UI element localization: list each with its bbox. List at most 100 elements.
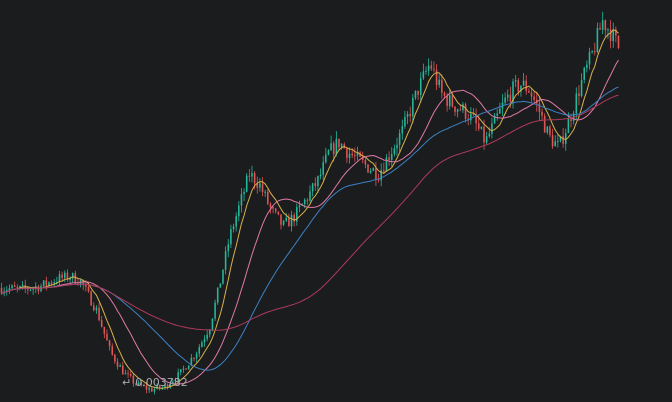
candle-body [367, 164, 369, 173]
candle-body [377, 179, 380, 181]
candle-body [562, 136, 564, 144]
candle-body [100, 320, 103, 327]
candle-body [198, 347, 201, 354]
candle-body [232, 226, 235, 230]
candle-body [425, 70, 427, 72]
candle-body [127, 373, 129, 375]
candle-body [143, 385, 145, 387]
candle-body [153, 388, 156, 392]
candle-body [615, 29, 617, 36]
candle-body [477, 123, 480, 129]
candle-body [546, 126, 549, 133]
candle-body [219, 283, 222, 288]
candle-body [166, 384, 169, 388]
candle-body [401, 126, 404, 134]
candle-body [361, 156, 364, 160]
candle-body [551, 135, 554, 147]
candle-body [282, 220, 285, 225]
candle-body [274, 208, 277, 212]
candle-body [446, 95, 448, 106]
candle-body [29, 289, 32, 291]
candle-body [472, 113, 475, 115]
candle-body [412, 98, 414, 117]
candle-body [372, 168, 375, 171]
candle-body [71, 273, 74, 279]
candle-body [330, 143, 332, 151]
candle-body [369, 170, 372, 173]
candle-body [293, 214, 295, 222]
candle-body [549, 126, 551, 136]
candle-body [108, 340, 111, 347]
candle-body [327, 150, 330, 155]
candle-body [203, 338, 206, 343]
candle-body [311, 183, 314, 192]
candle-body [185, 368, 187, 370]
candle-body [459, 109, 462, 111]
candle-body [269, 203, 272, 208]
candle-body [13, 285, 16, 287]
candle-body [441, 79, 443, 93]
candle-body [11, 285, 13, 289]
candle-body [169, 384, 172, 388]
candle-body [385, 157, 388, 172]
candle-body [530, 92, 533, 97]
candle-body [580, 80, 583, 97]
candle-body [567, 118, 570, 134]
candle-body [464, 104, 467, 119]
candle-body [303, 199, 306, 204]
candle-body [272, 207, 274, 209]
candle-body [325, 154, 327, 163]
candle-body [596, 27, 599, 53]
candle-body [264, 191, 266, 193]
candle-body [601, 20, 604, 30]
candle-body [21, 284, 24, 287]
candle-body [559, 136, 562, 142]
candle-body [591, 51, 593, 53]
candle-body [211, 318, 214, 331]
candle-body [543, 115, 546, 133]
candle-body [92, 305, 95, 311]
candle-body [404, 116, 406, 127]
candle-body [19, 286, 21, 288]
candle-body [103, 326, 106, 334]
candle-body [419, 78, 422, 95]
candle-body [557, 141, 559, 143]
candle-body [209, 330, 211, 335]
candle-body [319, 174, 322, 177]
candle-body [480, 126, 483, 129]
candle-body [58, 274, 61, 283]
candle-body [417, 90, 419, 95]
candle-body [119, 365, 121, 367]
candle-body [533, 96, 535, 100]
candle-body [82, 280, 85, 286]
candle-body [124, 373, 127, 375]
candle-body [427, 65, 430, 71]
candle-body [227, 244, 230, 252]
candle-body [433, 68, 435, 70]
low-price-marker: ↵ 0.003782 [122, 376, 188, 389]
candle-body [85, 285, 87, 287]
candle-body [309, 191, 311, 201]
candle-body [475, 114, 477, 124]
candle-body [617, 35, 620, 48]
candle-body [398, 133, 401, 145]
candle-body [27, 288, 29, 290]
candle-body [230, 229, 232, 245]
candle-body [306, 199, 309, 201]
candle-body [504, 97, 506, 103]
candle-body [50, 282, 53, 284]
candle-body [206, 334, 208, 339]
candle-body [267, 191, 269, 204]
candle-body [156, 385, 158, 389]
candle-body [240, 194, 243, 206]
candle-body [161, 387, 164, 389]
candle-body [607, 29, 609, 31]
candle-body [335, 138, 338, 155]
candle-body [90, 291, 92, 306]
candle-body [451, 95, 454, 107]
candle-body [172, 381, 174, 385]
moving-average-line-7 [1, 29, 619, 389]
candle-body [8, 288, 11, 291]
